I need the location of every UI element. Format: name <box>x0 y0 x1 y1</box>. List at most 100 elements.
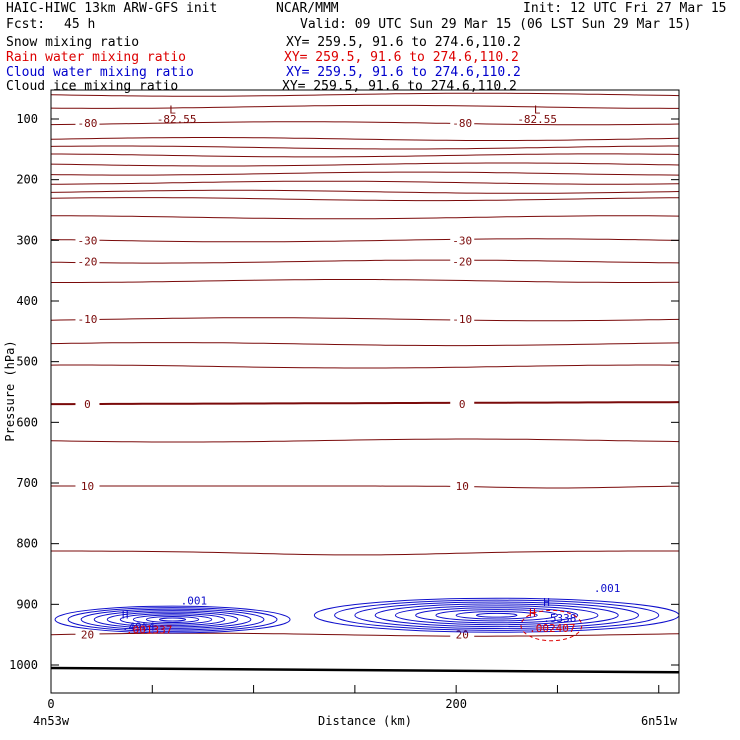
isotherm-line <box>50 137 680 141</box>
isotherm-line <box>50 171 680 176</box>
isotherm-line <box>50 342 680 347</box>
y-axis-title: Pressure (hPa) <box>3 340 17 441</box>
rain-water-layer: .001337 H .002407 <box>126 606 583 642</box>
isotherm-label-bg <box>450 255 475 268</box>
isotherm-label-bg <box>450 398 475 411</box>
isotherm-line <box>50 104 679 109</box>
x-left-endpoint-label: 4n53w <box>33 714 70 728</box>
y-tick-label: 100 <box>16 112 38 126</box>
minimum-label: -82.55 <box>157 113 197 126</box>
isotherm-line <box>50 632 680 637</box>
isotherm-label: -10 <box>78 313 98 326</box>
isotherm-label: -20 <box>78 256 98 269</box>
isotherm-label-bg <box>75 480 100 493</box>
isotherm-label-bg <box>75 628 100 641</box>
cloud-water-contour-left <box>80 608 265 631</box>
field-cloud-water-label: Cloud water mixing ratio <box>6 65 194 80</box>
field-snow-label: Snow mixing ratio <box>6 35 140 50</box>
field-rain-label: Rain water mixing ratio <box>6 50 187 65</box>
isotherm-line <box>50 121 680 126</box>
isotherm-label: 10 <box>456 480 469 493</box>
isotherm-line <box>50 197 680 202</box>
cloud-water-contour-left <box>93 610 252 629</box>
isotherm-line <box>50 438 680 443</box>
y-tick-label: 300 <box>16 233 38 247</box>
isotherm-label: -30 <box>78 234 98 247</box>
minimum-label: L <box>169 103 176 116</box>
isotherm-label-bg <box>450 117 475 130</box>
forecast-label: Fcst: <box>6 17 46 32</box>
rain-water-max-marker: H <box>529 606 536 619</box>
cloud-water-max-value: .5338 <box>543 612 576 625</box>
isotherm-line <box>51 279 680 283</box>
y-tick-label: 800 <box>16 537 38 551</box>
terrain-layer <box>50 666 680 674</box>
cloud-water-contour-left <box>132 614 213 625</box>
isotherm-line <box>51 485 680 489</box>
y-tick-label: 1000 <box>9 658 38 672</box>
isotherm-label-bg <box>450 480 475 493</box>
cloud-water-contour-right <box>394 605 599 626</box>
x-axis-title: Distance (km) <box>318 714 412 728</box>
isotherm-line <box>50 238 680 243</box>
y-tick-label: 600 <box>16 415 38 429</box>
y-tick-label: 200 <box>16 173 38 187</box>
y-tick-label: 400 <box>16 294 38 308</box>
cloud-water-contour-left <box>119 613 226 626</box>
isotherm-label-bg <box>450 234 475 247</box>
isotherm-line <box>50 259 680 264</box>
isotherm-label-bg <box>75 117 100 130</box>
cloud-water-contour-left <box>158 617 187 622</box>
isotherm-line <box>50 364 679 369</box>
isotherm-label-bg <box>75 255 100 268</box>
isotherm-line <box>51 180 680 185</box>
forecast-hours: 45 h <box>64 17 96 32</box>
terrain-line <box>50 666 680 674</box>
field-cloud-water-xy: XY= 259.5, 91.6 to 274.6,110.2 <box>286 65 521 80</box>
isotherm-line <box>51 215 680 220</box>
isotherm-line <box>51 153 680 158</box>
y-tick-label: 700 <box>16 476 38 490</box>
cloud-water-max-marker: H <box>122 608 129 621</box>
isotherm-label: -10 <box>452 313 472 326</box>
isotherm-label-bg <box>75 398 100 411</box>
plot-frame <box>50 89 680 694</box>
isotherm-label-bg <box>450 313 475 326</box>
isotherm-label-bg <box>75 313 100 326</box>
model-title: HAIC-HIWC 13km ARW-GFS init <box>6 1 218 16</box>
cloud-water-contour-label: .001 <box>594 582 621 595</box>
isotherm-line <box>50 162 680 167</box>
isotherm-line <box>50 189 680 194</box>
rain-water-value-right: .002407 <box>529 622 575 635</box>
cloud-water-contour-right <box>435 609 558 622</box>
isotherm-label: 20 <box>81 629 94 642</box>
cloud-water-contour-label: .001 <box>181 594 208 607</box>
isotherm-label-bg <box>75 234 100 247</box>
rain-water-contour <box>520 609 583 642</box>
valid-time: Valid: 09 UTC Sun 29 Mar 15 (06 LST Sun … <box>300 17 692 32</box>
isotherm-label: -20 <box>452 256 472 269</box>
y-tick-label: 500 <box>16 355 38 369</box>
isotherm-line <box>51 401 680 406</box>
x-right-endpoint-label: 6n51w <box>641 714 678 728</box>
cloud-water-contour-right <box>334 599 660 631</box>
cloud-water-contour-right <box>374 603 619 628</box>
isotherm-line <box>50 145 679 150</box>
cloud-water-contour-left <box>145 616 200 623</box>
cloud-water-contour-right <box>313 597 680 633</box>
cloud-water-max-value: .4964 <box>122 620 155 633</box>
cloud-water-contour-left <box>67 607 278 632</box>
cloud-water-max-marker: H <box>543 596 550 609</box>
isotherm-label: 10 <box>81 480 94 493</box>
x-tick-label: 200 <box>445 697 467 711</box>
x-tick-label: 0 <box>47 697 54 711</box>
isotherm-line <box>50 92 680 97</box>
minimum-label: L <box>534 103 541 116</box>
field-snow-xy: XY= 259.5, 91.6 to 274.6,110.2 <box>286 35 521 50</box>
init-time: Init: 12 UTC Fri 27 Mar 15 <box>523 1 727 16</box>
cloud-water-contour-right <box>415 607 579 624</box>
